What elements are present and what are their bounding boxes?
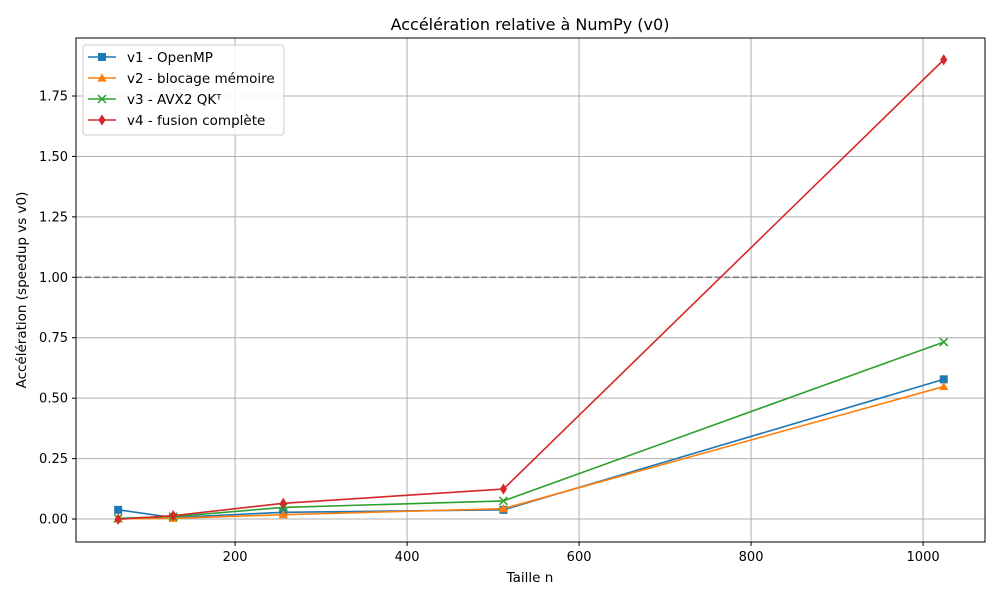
data-point [498,503,509,513]
legend-swatch-marker [97,73,107,82]
y-tick-label: 1.75 [39,90,68,105]
y-tick-label: 1.25 [39,210,68,225]
legend: v1 - OpenMP v2 - blocage mémoire v3 - AVX2… [82,44,285,136]
data-point [169,510,177,522]
y-tick-label: 0.75 [39,331,68,346]
data-point [939,375,948,384]
data-point [939,337,949,347]
y-tick-label: 1.00 [39,271,68,286]
legend-item: v1 - OpenMP [88,50,213,66]
x-tick-label: 600 [567,550,592,565]
series-group [113,54,949,525]
series-line [118,341,944,520]
data-point [939,381,949,391]
series-line [118,385,944,520]
x-tick-label: 400 [395,550,420,565]
x-tick-label: 800 [739,550,764,565]
x-tick-label: 1000 [907,550,940,565]
y-tick-label: 0.50 [39,392,68,407]
legend-item: v4 - fusion complète [88,113,265,129]
series-2 [113,381,949,523]
series-line [118,378,944,519]
data-point [940,54,948,66]
data-point [278,509,288,519]
data-point [498,496,508,506]
chart-title: Accélération relative à NumPy (v0) [391,15,670,34]
axis-ticks: 200 400 600 800 1000 0.00 0.25 0.50 0.75 1.00 1.25… [39,90,940,565]
legend-item: v3 - AVX2 QKᵀ [88,92,222,108]
legend-label: v4 - fusion complète [127,113,265,129]
legend-item: v2 - blocage mémoire [88,71,275,87]
y-tick-label: 1.50 [39,150,68,165]
data-point [279,497,287,509]
legend-swatch-marker [98,53,106,61]
series-1 [114,375,948,522]
legend-swatch-marker [98,114,106,126]
data-point [499,483,508,495]
data-point [114,513,122,525]
y-tick-label: 0.00 [39,513,68,528]
legend-label: v2 - blocage mémoire [127,71,275,87]
legend-label: v1 - OpenMP [127,50,213,66]
x-axis-label: Taille n [506,570,554,586]
y-tick-label: 0.25 [39,452,68,467]
plot-frame [75,37,986,543]
x-tick-label: 200 [223,550,248,565]
y-axis-label: Accélération (speedup vs v0) [14,192,30,389]
series-4 [114,54,948,525]
legend-swatch-marker [97,94,107,104]
data-point [114,505,123,514]
series-3 [113,337,949,523]
legend-box [82,44,285,136]
legend-label: v3 - AVX2 QKᵀ [127,92,222,108]
